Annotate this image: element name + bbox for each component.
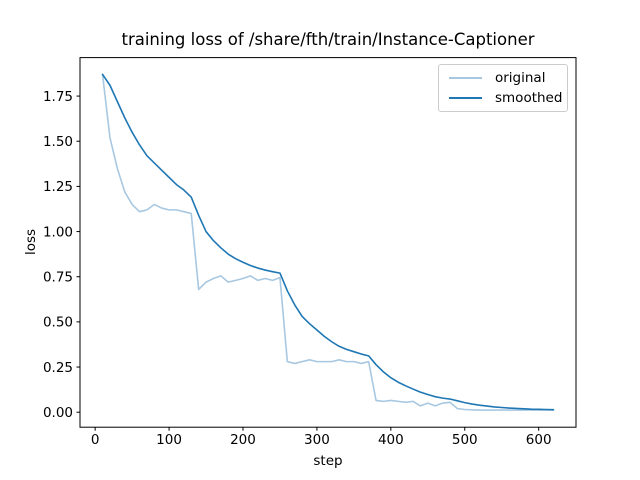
series-line-smoothed [101, 73, 555, 411]
legend-line-swatch-smoothed [449, 96, 482, 99]
y-axis-label: loss [23, 228, 39, 256]
x-tick-label: 100 [156, 432, 182, 448]
y-tick-label: 0.50 [43, 315, 73, 331]
legend: original smoothed [438, 64, 568, 112]
x-tick-label: 300 [304, 432, 330, 448]
legend-item-smoothed: smoothed [439, 90, 567, 106]
y-tick-label: 1.00 [43, 224, 73, 240]
legend-line-swatch-original [449, 77, 482, 80]
axes-frame [79, 57, 577, 428]
legend-item-original: original [439, 70, 567, 86]
x-tick-label: 0 [91, 432, 100, 448]
chart-title: training loss of /share/fth/train/Instan… [121, 30, 535, 49]
y-tick-label: 0.25 [43, 360, 73, 376]
y-tick-label: 1.25 [43, 179, 73, 195]
series-line-original [101, 73, 555, 411]
legend-label-original: original [495, 70, 546, 87]
y-tick-label: 1.75 [43, 89, 73, 105]
x-tick-label: 400 [378, 432, 404, 448]
x-tick-label: 500 [452, 432, 478, 448]
x-axis-label: step [313, 453, 343, 469]
x-tick-label: 600 [526, 432, 552, 448]
y-tick-label: 1.50 [43, 134, 73, 150]
y-tick-label: 0.00 [43, 405, 73, 421]
legend-label-smoothed: smoothed [495, 89, 563, 106]
y-tick-label: 0.75 [43, 269, 73, 285]
x-tick-label: 200 [230, 432, 256, 448]
